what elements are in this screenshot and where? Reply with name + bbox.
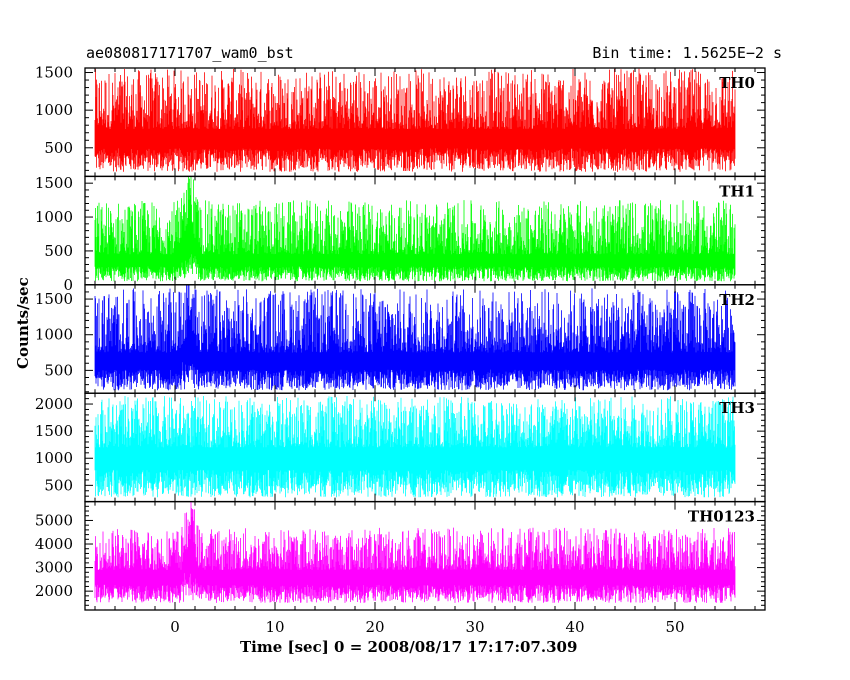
y-tick-label: 1000 (35, 101, 73, 119)
chart-title: ae080817171707_wam0_bst (86, 44, 294, 62)
x-tick-label: 50 (665, 618, 684, 636)
panel-th2: 500 1000 1500 TH2 (35, 284, 766, 394)
y-tick-label: 5000 (35, 511, 73, 529)
x-tick-label: 20 (365, 618, 384, 636)
panel-label: TH3 (719, 399, 755, 417)
x-tick-label: 30 (465, 618, 484, 636)
y-tick-label: 3000 (35, 559, 73, 577)
series-th2 (94, 284, 736, 391)
y-tick-label: 4000 (35, 535, 73, 553)
y-tick-label: 1000 (35, 208, 73, 226)
x-axis-label: Time [sec] 0 = 2008/08/17 17:17:07.309 (240, 638, 578, 656)
y-tick-label: 2000 (35, 582, 73, 600)
y-tick-label: 1500 (35, 290, 73, 308)
panel-th1: 0 500 1000 1500 TH1 (35, 174, 766, 294)
y-tick-label: 1500 (35, 174, 73, 192)
y-tick-label: 500 (44, 139, 73, 157)
y-tick-label: 1500 (35, 422, 73, 440)
panel-th3: 500 1000 1500 2000 TH3 (35, 392, 766, 503)
y-tick-label: 2000 (35, 395, 73, 413)
y-tick-label: 500 (44, 361, 73, 379)
panel-label: TH2 (719, 291, 755, 309)
bin-time-label: Bin time: 1.5625E−2 s (592, 44, 782, 62)
y-tick-label: 1000 (35, 326, 73, 344)
series-th0123 (94, 502, 736, 603)
panel-th0: 500 1000 1500 TH0 (35, 64, 766, 178)
x-tick-label: 10 (265, 618, 284, 636)
x-tick-label: 0 (170, 618, 180, 636)
y-tick-label: 1000 (35, 449, 73, 467)
panel-th0123: 2000 3000 4000 5000 TH0123 (35, 500, 766, 611)
series-th0 (94, 68, 736, 172)
panel-label: TH0123 (688, 508, 755, 526)
y-tick-label: 1500 (35, 64, 73, 82)
x-tick-label: 40 (565, 618, 584, 636)
y-tick-label: 500 (44, 242, 73, 260)
y-tick-label: 500 (44, 476, 73, 494)
y-tick-label: 0 (63, 276, 73, 294)
panel-frame (84, 500, 766, 611)
panel-label: TH1 (719, 182, 755, 200)
panel-label: TH0 (719, 74, 755, 92)
y-axis-label: Counts/sec (14, 277, 32, 369)
series-th1 (94, 176, 736, 282)
series-th3 (94, 396, 736, 498)
